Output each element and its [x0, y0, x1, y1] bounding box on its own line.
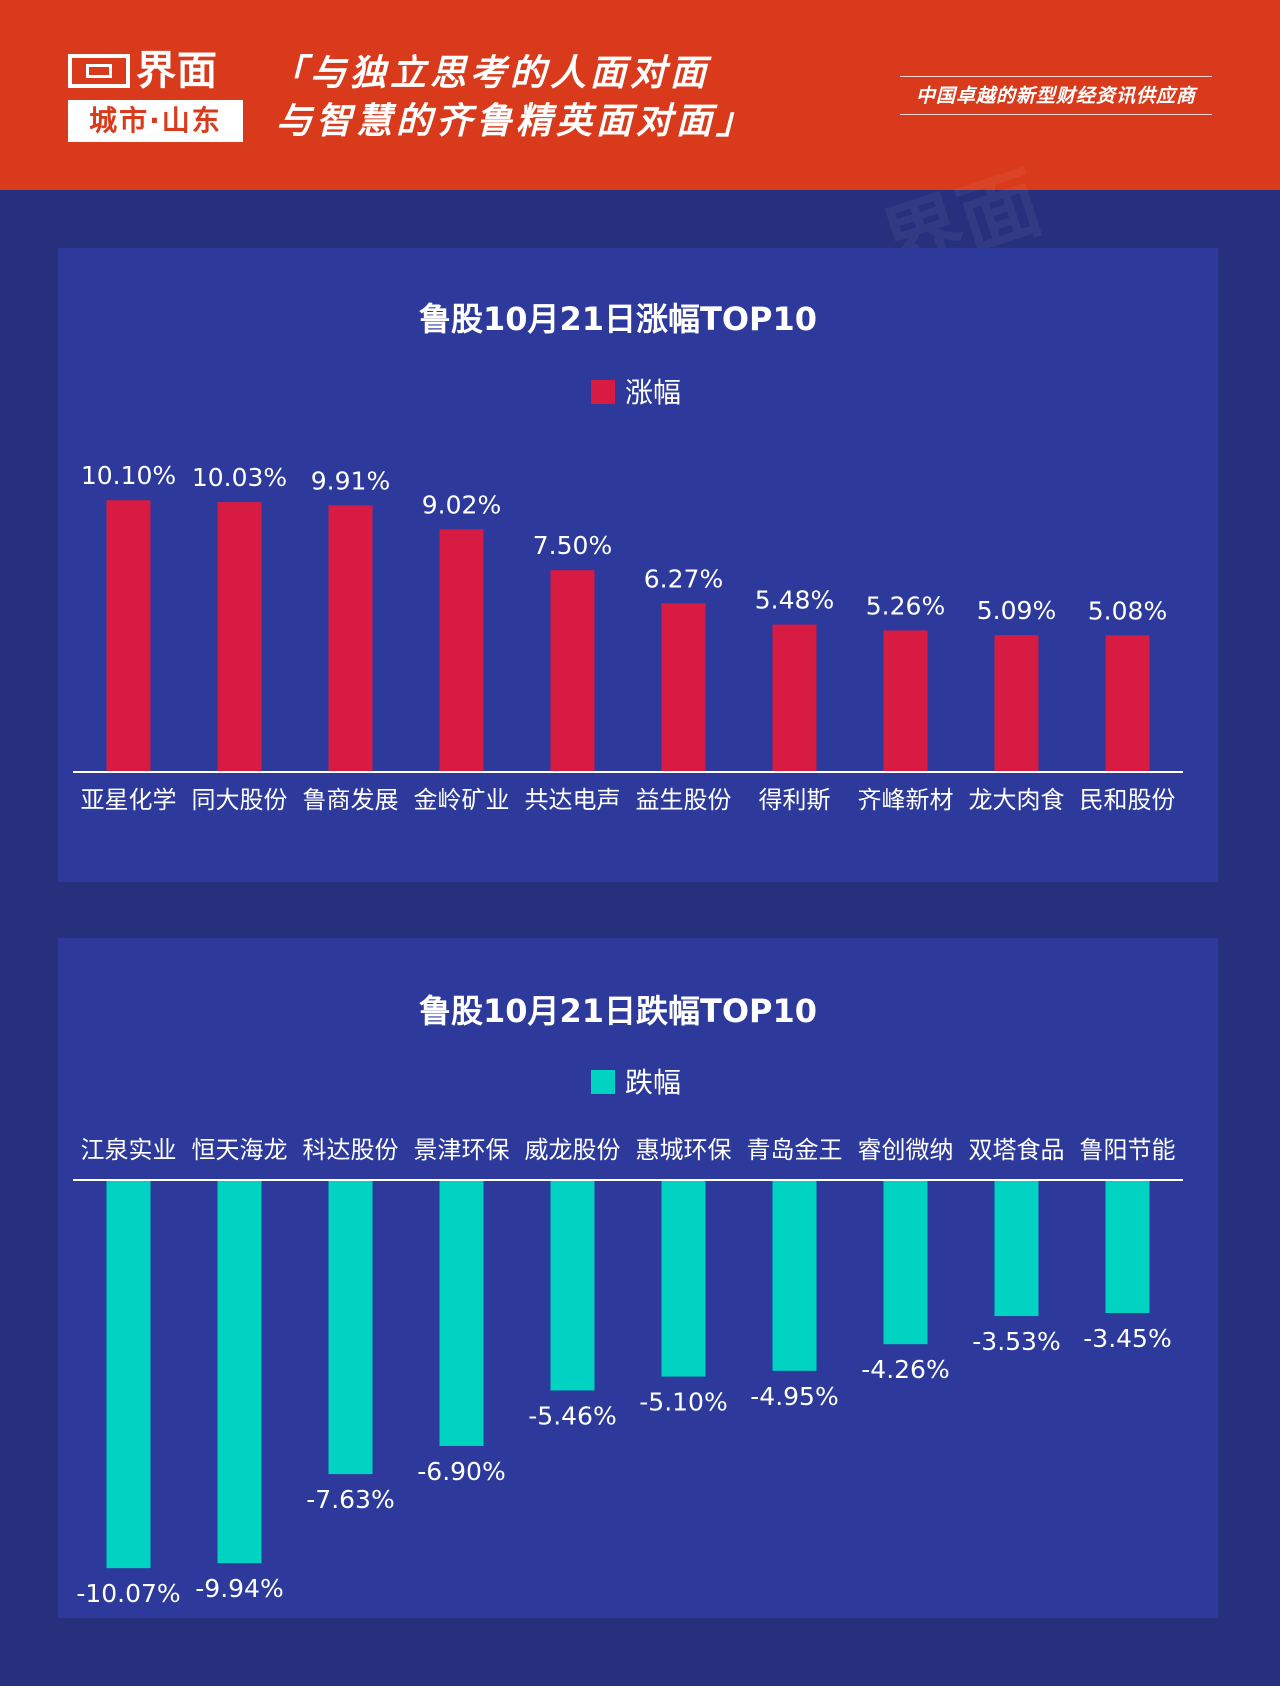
data-label: -4.95% — [750, 1382, 838, 1411]
loss-bar-chart: 鲁股10月21日跌幅TOP10 跌幅 -10.07% 江泉实业 -9.94% 恒天海龙 -7… — [73, 992, 1183, 1608]
bar-7 — [772, 624, 817, 772]
category-label: 恒天海龙 — [192, 1136, 288, 1164]
category-label: 民和股份 — [1080, 786, 1176, 814]
loss-chart-panel: 鲁股10月21日跌幅TOP10 跌幅 -10.07% 江泉实业 -9.94% 恒天海龙 -7… — [58, 938, 1218, 1618]
gain-bar-chart: 鲁股10月21日涨幅TOP10 涨幅 10.10% 亚星化学 10.03% 同大股份 9.9… — [73, 300, 1183, 814]
bar-9 — [994, 1180, 1039, 1317]
category-label: 共达电声 — [525, 786, 621, 814]
data-label: 6.27% — [644, 564, 723, 593]
bar-10 — [1105, 635, 1150, 772]
bar-8 — [883, 1180, 928, 1345]
data-label: -5.10% — [639, 1388, 727, 1417]
slogan-line-1: 「与独立思考的人面对面 — [270, 53, 711, 94]
bar-8 — [883, 630, 928, 772]
data-label: 7.50% — [533, 531, 612, 560]
bar-2 — [217, 1180, 262, 1564]
data-label: -10.07% — [76, 1579, 180, 1608]
bar-3 — [328, 505, 373, 772]
bar-4 — [439, 529, 484, 772]
data-label: 9.91% — [311, 466, 390, 495]
category-label: 益生股份 — [636, 786, 732, 814]
logo-name: 界面 — [136, 48, 218, 94]
category-label: 江泉实业 — [81, 1136, 177, 1164]
legend-label: 涨幅 — [625, 376, 681, 409]
header-banner: 界面 城市·山东 「与独立思考的人面对面 与智慧的齐鲁精英面对面」 中国卓越的新… — [0, 0, 1280, 190]
category-label: 景津环保 — [414, 1136, 510, 1164]
legend-label: 跌幅 — [625, 1066, 681, 1099]
bar-5 — [550, 570, 595, 772]
bar-7 — [772, 1180, 817, 1371]
bar-4 — [439, 1180, 484, 1446]
category-label: 得利斯 — [759, 786, 831, 814]
bar-1 — [106, 1180, 151, 1569]
tagline: 中国卓越的新型财经资讯供应商 — [900, 76, 1212, 115]
legend-swatch — [591, 1070, 615, 1094]
data-label: -9.94% — [195, 1574, 283, 1603]
data-label: -4.26% — [861, 1355, 949, 1384]
category-label: 睿创微纳 — [858, 1136, 954, 1164]
slogan-line-2: 与智慧的齐鲁精英面对面」 — [276, 101, 757, 142]
category-label: 双塔食品 — [969, 1136, 1065, 1164]
data-label: -6.90% — [417, 1457, 505, 1486]
data-label: -7.63% — [306, 1485, 394, 1514]
data-label: -5.46% — [528, 1401, 616, 1430]
bar-6 — [661, 603, 706, 772]
jiemian-logo[interactable]: 界面 城市·山东 — [68, 48, 243, 144]
logo-city-label: 城市·山东 — [68, 100, 243, 142]
category-label: 亚星化学 — [81, 786, 177, 814]
bar-2 — [217, 502, 262, 772]
bar-3 — [328, 1180, 373, 1475]
gain-chart-panel: 鲁股10月21日涨幅TOP10 涨幅 10.10% 亚星化学 10.03% 同大股份 9.9… — [58, 248, 1218, 882]
data-label: 10.10% — [81, 461, 176, 490]
category-label: 威龙股份 — [525, 1136, 621, 1164]
legend-swatch — [591, 380, 615, 404]
bar-9 — [994, 635, 1039, 772]
bar-5 — [550, 1180, 595, 1391]
logo-mark-icon — [68, 54, 130, 88]
category-label: 龙大肉食 — [969, 786, 1065, 814]
category-label: 惠城环保 — [636, 1136, 732, 1164]
data-label: 5.26% — [866, 591, 945, 620]
chart-title: 鲁股10月21日跌幅TOP10 — [419, 992, 817, 1030]
data-label: 5.08% — [1088, 596, 1167, 625]
data-label: 5.48% — [755, 586, 834, 615]
category-label: 齐峰新材 — [858, 786, 954, 814]
data-label: 5.09% — [977, 596, 1056, 625]
data-label: 9.02% — [422, 490, 501, 519]
data-label: -3.45% — [1083, 1324, 1171, 1353]
bar-10 — [1105, 1180, 1150, 1313]
category-label: 金岭矿业 — [414, 786, 510, 814]
slogan: 「与独立思考的人面对面 与智慧的齐鲁精英面对面」 — [270, 50, 756, 146]
data-label: -3.53% — [972, 1327, 1060, 1356]
category-label: 科达股份 — [303, 1136, 399, 1164]
bar-6 — [661, 1180, 706, 1377]
category-label: 鲁阳节能 — [1080, 1136, 1176, 1164]
category-label: 同大股份 — [192, 786, 288, 814]
data-label: 10.03% — [192, 463, 287, 492]
bar-1 — [106, 500, 151, 772]
category-label: 鲁商发展 — [303, 786, 399, 814]
chart-title: 鲁股10月21日涨幅TOP10 — [419, 300, 817, 338]
category-label: 青岛金王 — [747, 1136, 843, 1164]
